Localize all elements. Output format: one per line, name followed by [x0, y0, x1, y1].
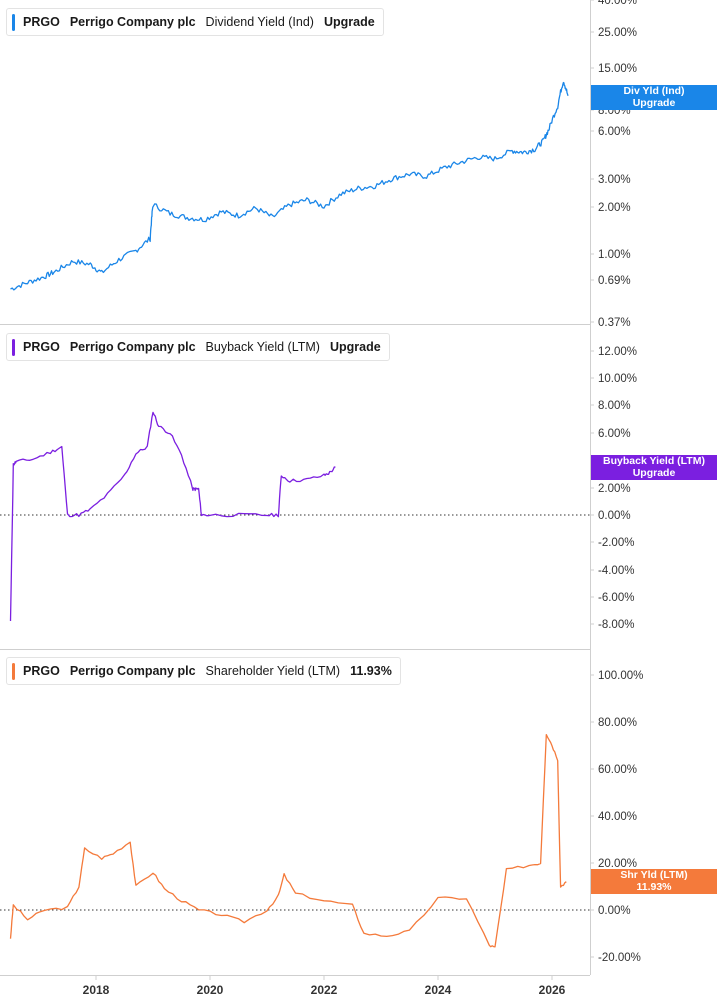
y-tick-label: 0.00%	[598, 510, 631, 522]
legend-metric: Shareholder Yield (LTM)	[205, 664, 341, 678]
legend-metric: Dividend Yield (Ind)	[205, 15, 314, 29]
y-tick-label: 0.00%	[598, 905, 631, 917]
series-color-swatch	[12, 338, 15, 356]
y-tick-label: 8.00%	[598, 400, 631, 412]
x-tick-label: 2018	[83, 983, 110, 997]
y-tick-label: 1.00%	[598, 249, 631, 261]
y-tick-label: -4.00%	[598, 565, 634, 577]
series-line-2	[9, 733, 567, 948]
series-color-swatch	[12, 662, 15, 680]
y-tick-label: 0.69%	[598, 275, 631, 287]
legend-dividend-yield[interactable]: PRGO Perrigo Company plc Dividend Yield …	[6, 8, 384, 36]
y-tick-label: 2.00%	[598, 202, 631, 214]
axis-ticks: 40.00% 25.00% 15.00% 8.00% 6.00% 3.00% 2.00% 1.…	[83, 0, 643, 997]
x-tick-label: 2020	[197, 983, 224, 997]
y-tick-label: -6.00%	[598, 592, 634, 604]
legend-ticker: PRGO	[23, 15, 60, 29]
series-lines	[9, 81, 569, 948]
buyback-yield-value-tag: Buyback Yield (LTM) Upgrade	[591, 455, 717, 480]
y-tick-label: 40.00%	[598, 811, 637, 823]
panel-dividers	[0, 0, 591, 976]
x-tick-label: 2022	[311, 983, 338, 997]
legend-company: Perrigo Company plc	[69, 664, 196, 678]
legend-value[interactable]: Upgrade	[329, 340, 381, 354]
x-tick-label: 2026	[539, 983, 566, 997]
series-line-1	[9, 411, 336, 622]
series-line-0	[10, 81, 569, 291]
y-tick-label: 0.37%	[598, 317, 631, 329]
legend-buyback-yield[interactable]: PRGO Perrigo Company plc Buyback Yield (…	[6, 333, 390, 361]
y-tick-label: 10.00%	[598, 373, 637, 385]
legend-ticker: PRGO	[23, 340, 60, 354]
y-tick-label: -8.00%	[598, 619, 634, 631]
y-tick-label: 40.00%	[598, 0, 637, 7]
tag-value: Upgrade	[632, 96, 676, 109]
tag-value: 11.93%	[636, 880, 672, 893]
y-tick-label: 2.00%	[598, 483, 631, 495]
y-tick-label: 60.00%	[598, 764, 637, 776]
legend-value[interactable]: Upgrade	[323, 15, 375, 29]
tag-value: Upgrade	[632, 466, 676, 479]
y-tick-label: 12.00%	[598, 346, 637, 358]
dividend-yield-value-tag: Div Yld (Ind) Upgrade	[591, 85, 717, 110]
y-tick-label: 6.00%	[598, 126, 631, 138]
shareholder-yield-value-tag: Shr Yld (LTM) 11.93%	[591, 869, 717, 894]
y-tick-label: 15.00%	[598, 63, 637, 75]
legend-company: Perrigo Company plc	[69, 15, 196, 29]
y-tick-label: 80.00%	[598, 717, 637, 729]
tag-label: Shr Yld (LTM)	[620, 869, 688, 881]
tag-label: Buyback Yield (LTM)	[603, 455, 705, 467]
legend-shareholder-yield[interactable]: PRGO Perrigo Company plc Shareholder Yie…	[6, 657, 401, 685]
y-tick-label: -20.00%	[598, 952, 641, 964]
y-tick-label: -2.00%	[598, 537, 634, 549]
y-tick-label: 3.00%	[598, 174, 631, 186]
y-tick-label: 6.00%	[598, 428, 631, 440]
legend-metric: Buyback Yield (LTM)	[205, 340, 320, 354]
x-tick-label: 2024	[425, 983, 452, 997]
legend-ticker: PRGO	[23, 664, 60, 678]
y-tick-label: 100.00%	[598, 670, 643, 682]
legend-value: 11.93%	[350, 664, 392, 678]
series-color-swatch	[12, 13, 15, 31]
tag-label: Div Yld (Ind)	[623, 85, 685, 97]
y-tick-label: 20.00%	[598, 858, 637, 870]
legend-company: Perrigo Company plc	[69, 340, 196, 354]
y-tick-label: 25.00%	[598, 27, 637, 39]
